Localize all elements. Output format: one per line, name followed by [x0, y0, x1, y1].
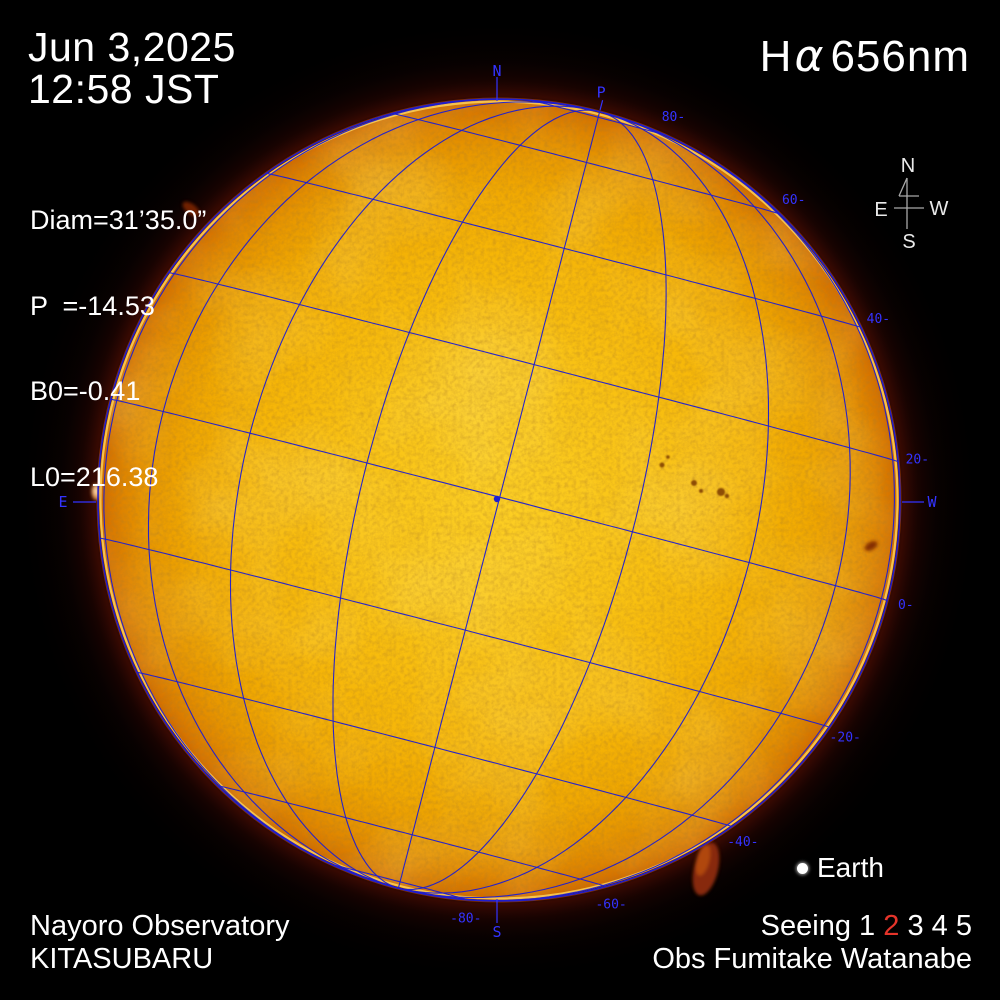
credits-block: Seeing 1 2 3 4 5 Obs Fumitake Watanabe — [652, 910, 972, 976]
grid-line — [103, 98, 573, 889]
sunspot — [724, 493, 730, 499]
ephemeris-diameter: Diam=31’35.0” — [30, 205, 207, 235]
grid-line — [266, 172, 862, 328]
orientation-compass: N E W S — [874, 155, 948, 253]
latitude-label-80: 80- — [662, 110, 685, 125]
grid-line — [332, 864, 468, 901]
grid-line — [398, 112, 667, 890]
grid-line — [147, 101, 588, 889]
observer-name: Obs Fumitake Watanabe — [652, 943, 972, 975]
ephemeris-block: Diam=31’35.0” P =-14.53 B0=-0.41 L0=216.… — [30, 149, 206, 548]
grid-line — [398, 113, 770, 894]
grid-line — [110, 398, 888, 601]
prominence — [93, 486, 99, 496]
limb-circle — [97, 98, 901, 902]
wavelength-element: H — [759, 32, 793, 81]
prominences — [91, 201, 878, 896]
ephemeris-p-angle: P =-14.53 — [30, 290, 155, 321]
grid-line — [332, 109, 595, 889]
grid-line — [137, 671, 732, 828]
latitude-label-60: 60- — [782, 193, 805, 208]
bright-limb-rim — [99, 100, 899, 900]
sunspot-group — [659, 455, 730, 499]
solar-pole-label: P — [597, 83, 606, 101]
seeing-value-4: 4 — [931, 910, 948, 942]
observation-datetime: Jun 3,2025 12:58 JST — [28, 26, 236, 110]
latitude-label-0: 0- — [898, 598, 914, 613]
sunspot — [659, 462, 665, 468]
compass-west-label: W — [930, 198, 949, 220]
wavelength-label: Hα 656nm — [760, 31, 970, 82]
wavelength-value: 656nm — [830, 32, 970, 81]
seeing-value-5: 5 — [955, 910, 972, 942]
grid-line — [398, 114, 851, 899]
grid-line — [392, 112, 781, 215]
celestial-south-label: S — [492, 923, 501, 941]
compass-south-label: S — [902, 231, 915, 253]
sunspot — [691, 480, 697, 486]
grid-line — [229, 105, 591, 889]
heliographic-grid — [97, 98, 901, 902]
latitude-label--40: -40- — [727, 835, 758, 850]
prominence — [182, 201, 200, 217]
celestial-west-label: W — [927, 493, 937, 511]
earth-size-reference: Earth — [797, 852, 884, 884]
ephemeris-b0-angle: B0=-0.41 — [30, 376, 141, 406]
wavelength-alpha: α — [794, 31, 825, 82]
seeing-value-2-active: 2 — [883, 910, 900, 942]
compass-north-label: N — [901, 155, 915, 177]
solar-pole-tick — [599, 100, 604, 111]
prominence — [695, 844, 711, 876]
latitude-label--60: -60- — [595, 898, 626, 913]
observation-time: 12:58 JST — [28, 66, 220, 112]
sunspot — [717, 488, 725, 496]
disk-center-dot — [493, 495, 501, 503]
grid-line — [217, 785, 607, 887]
seeing-value-1: 1 — [859, 910, 876, 942]
earth-scale-label: Earth — [817, 852, 884, 883]
latitude-label--80: -80- — [450, 911, 481, 926]
grid-line — [168, 272, 899, 463]
prominence — [864, 541, 878, 551]
compass-east-label: E — [874, 199, 887, 221]
grid-line — [99, 537, 830, 728]
latitude-label-20: 20- — [906, 452, 929, 467]
seeing-label: Seeing — [760, 910, 851, 942]
seeing-scale: Seeing 1 2 3 4 5 — [652, 910, 972, 943]
celestial-east-label: E — [58, 493, 67, 511]
sunspot — [699, 489, 703, 493]
grid-line — [530, 99, 666, 136]
grid-line — [398, 119, 895, 902]
latitude-label--20: -20- — [830, 731, 861, 746]
earth-scale-dot — [797, 862, 808, 874]
sunspot — [666, 455, 670, 459]
observatory-block: Nayoro Observatory KITASUBARU — [30, 910, 290, 976]
compass-arrow-diagonal — [898, 177, 908, 197]
celestial-north-label: N — [492, 62, 501, 80]
latitude-label-40: 40- — [867, 312, 890, 327]
seeing-value-3: 3 — [907, 910, 924, 942]
observatory-name: Nayoro Observatory — [30, 910, 290, 942]
telescope-name: KITASUBARU — [30, 943, 214, 975]
observation-date: Jun 3,2025 — [28, 24, 236, 70]
grid-line — [397, 111, 601, 889]
ephemeris-l0-angle: L0=216.38 — [30, 461, 159, 492]
